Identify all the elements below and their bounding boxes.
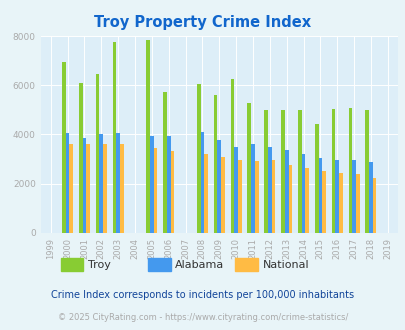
- Text: Alabama: Alabama: [175, 260, 224, 270]
- Bar: [204, 154, 207, 233]
- Bar: [82, 138, 86, 233]
- Bar: [271, 160, 275, 233]
- Bar: [288, 165, 292, 233]
- Bar: [79, 83, 82, 233]
- Bar: [170, 151, 174, 233]
- Bar: [338, 173, 342, 233]
- Bar: [368, 162, 372, 233]
- Bar: [217, 140, 221, 233]
- Bar: [200, 132, 204, 233]
- Text: National: National: [262, 260, 309, 270]
- Bar: [163, 91, 166, 233]
- Bar: [166, 136, 170, 233]
- Bar: [364, 110, 368, 233]
- Bar: [280, 110, 284, 233]
- Bar: [347, 108, 352, 233]
- Bar: [267, 147, 271, 233]
- Bar: [213, 95, 217, 233]
- Bar: [297, 110, 301, 233]
- Bar: [254, 161, 258, 233]
- Bar: [305, 168, 308, 233]
- Bar: [352, 160, 355, 233]
- Bar: [86, 144, 90, 233]
- Bar: [335, 160, 338, 233]
- Bar: [230, 79, 234, 233]
- Bar: [322, 171, 325, 233]
- Bar: [69, 144, 73, 233]
- Bar: [221, 157, 224, 233]
- Bar: [153, 148, 157, 233]
- Bar: [301, 154, 305, 233]
- Bar: [149, 136, 153, 233]
- Text: Troy: Troy: [88, 260, 111, 270]
- Text: Crime Index corresponds to incidents per 100,000 inhabitants: Crime Index corresponds to incidents per…: [51, 290, 354, 300]
- Bar: [99, 135, 103, 233]
- Bar: [120, 144, 124, 233]
- Bar: [331, 109, 335, 233]
- Bar: [234, 147, 237, 233]
- Bar: [318, 158, 322, 233]
- Bar: [247, 103, 250, 233]
- Bar: [103, 144, 107, 233]
- Bar: [284, 150, 288, 233]
- Bar: [196, 84, 200, 233]
- Bar: [250, 144, 254, 233]
- Bar: [237, 160, 241, 233]
- Bar: [146, 40, 149, 233]
- Bar: [264, 110, 267, 233]
- Text: Troy Property Crime Index: Troy Property Crime Index: [94, 15, 311, 30]
- Bar: [372, 178, 375, 233]
- Bar: [314, 124, 318, 233]
- Text: © 2025 CityRating.com - https://www.cityrating.com/crime-statistics/: © 2025 CityRating.com - https://www.city…: [58, 313, 347, 322]
- Bar: [355, 174, 359, 233]
- Bar: [116, 133, 120, 233]
- Bar: [66, 133, 69, 233]
- Bar: [96, 74, 99, 233]
- Bar: [112, 43, 116, 233]
- Bar: [62, 62, 66, 233]
